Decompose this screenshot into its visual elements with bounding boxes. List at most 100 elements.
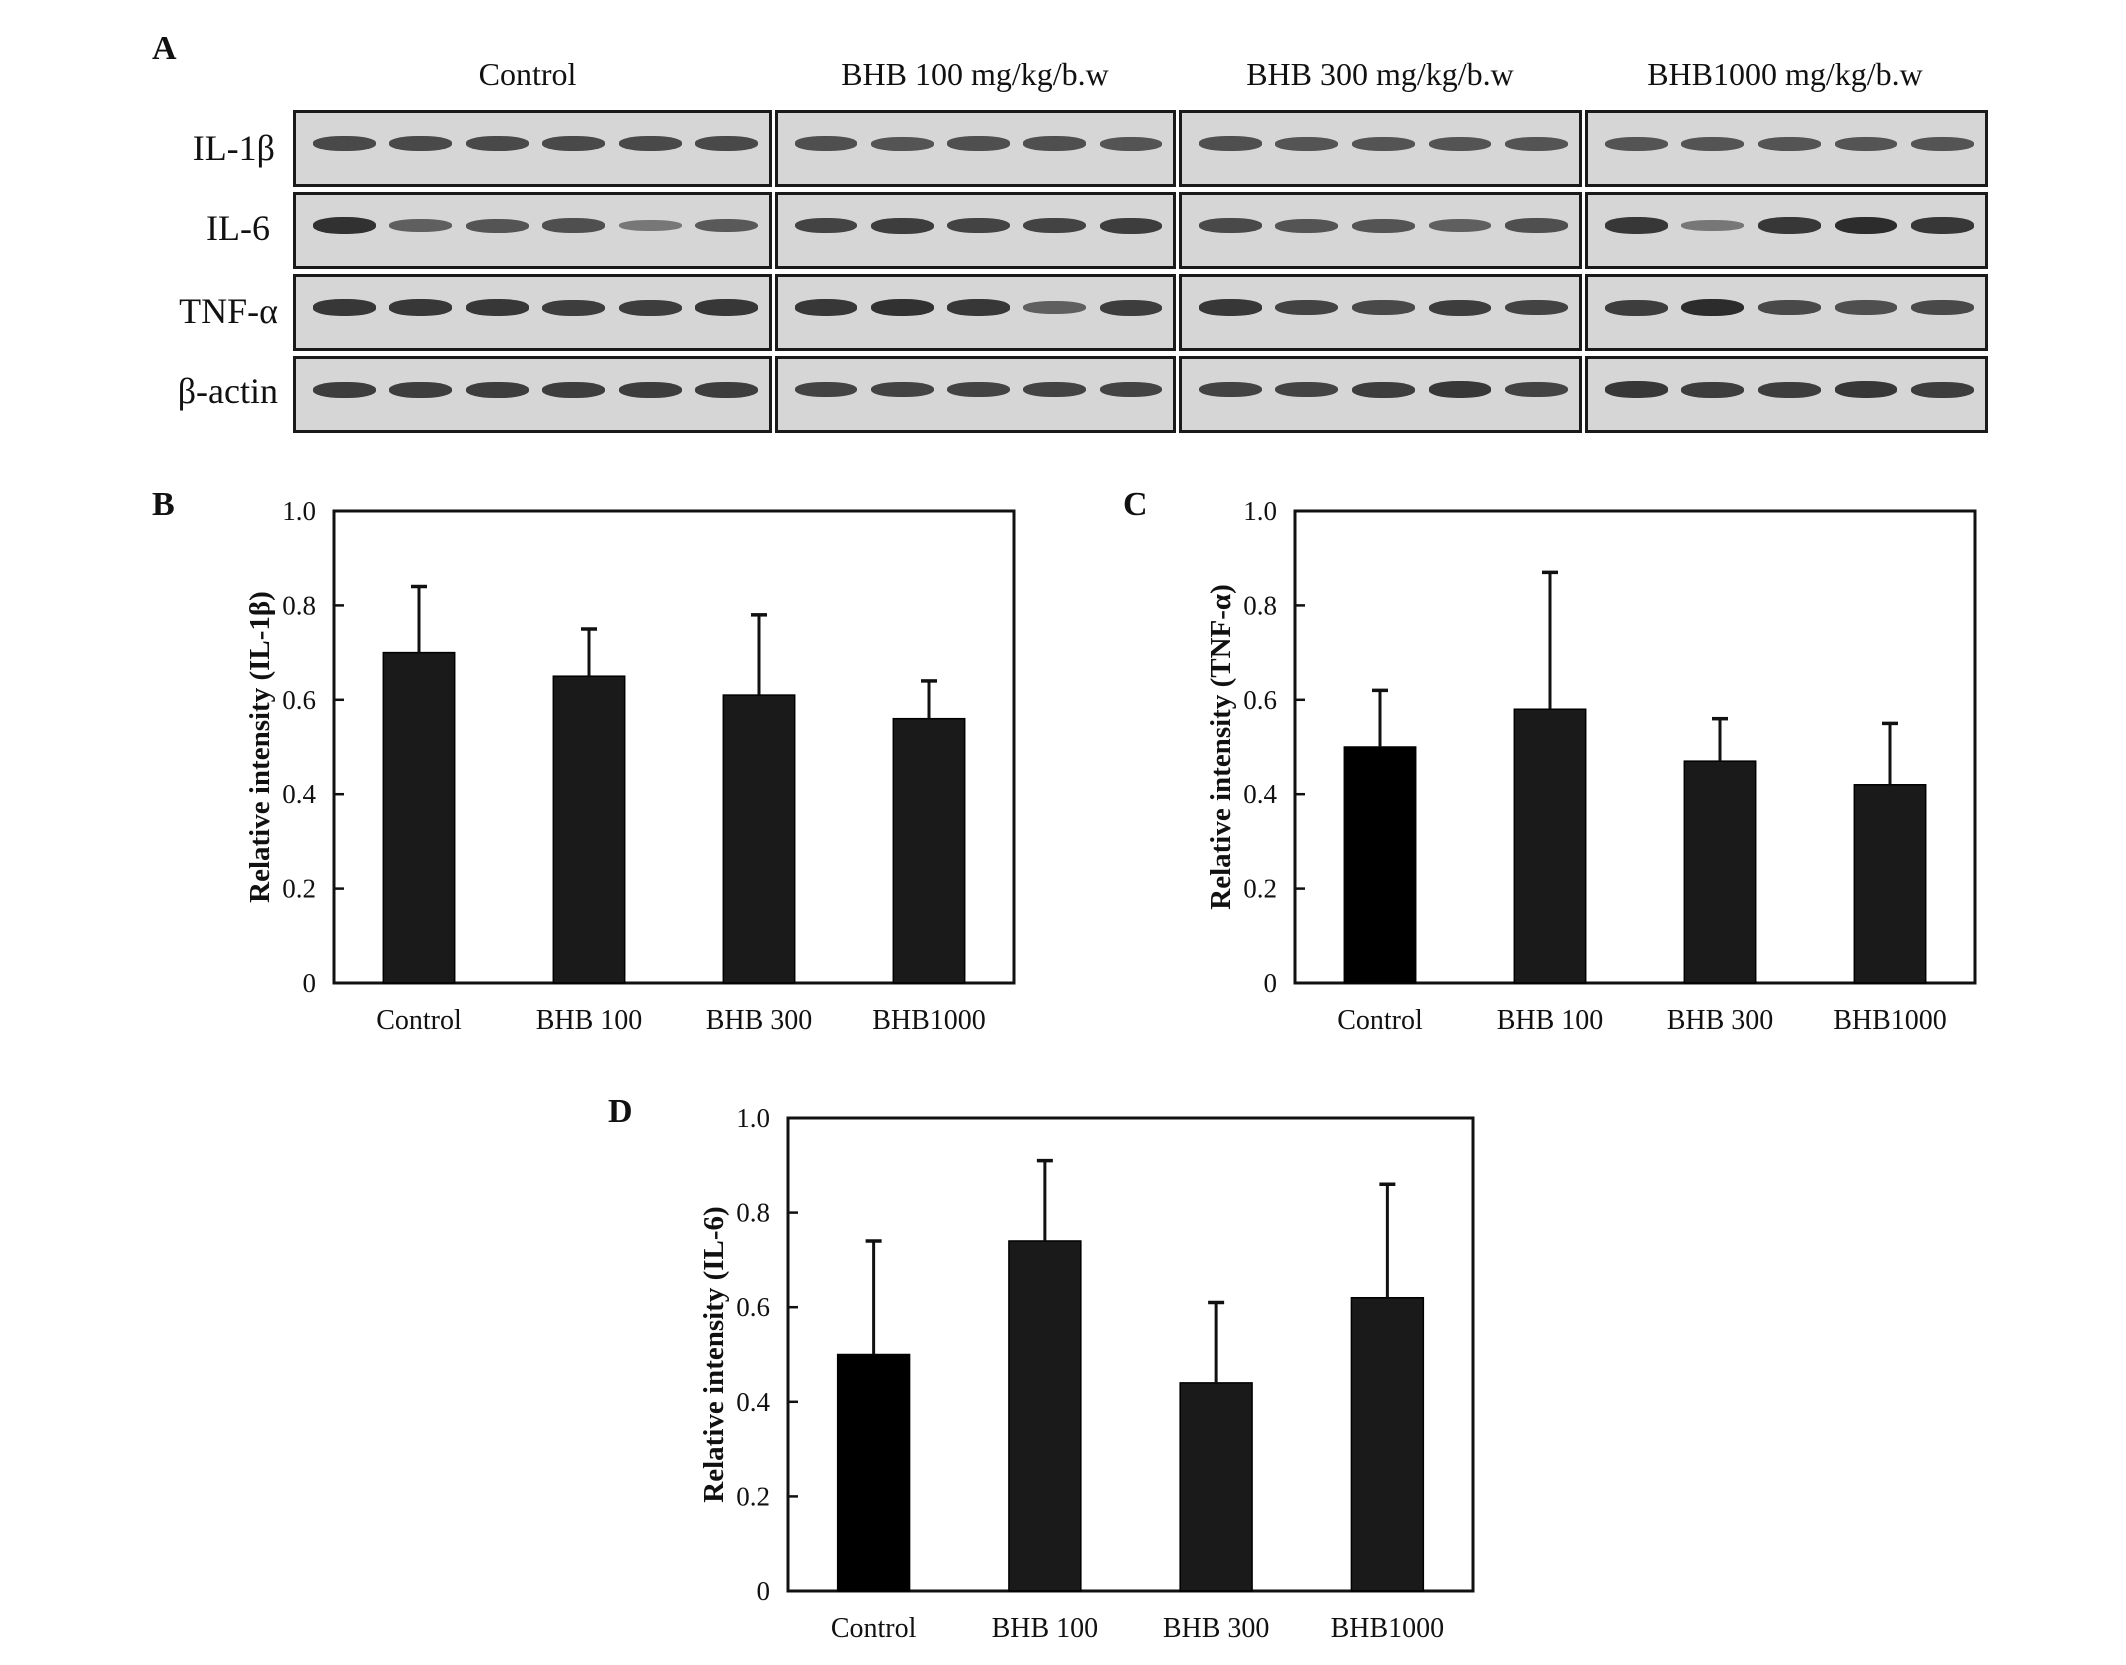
blot-band	[1198, 381, 1262, 398]
blot-band	[1099, 299, 1163, 316]
blot-band	[1275, 299, 1339, 316]
blot-row-label-tnfa: TNF-α	[179, 291, 278, 331]
blot-box	[775, 192, 1176, 269]
blot-box	[1585, 274, 1988, 351]
blot-band	[542, 299, 606, 316]
blot-band	[1428, 299, 1492, 316]
y-tick-label: 0.6	[1243, 685, 1277, 715]
panel-label-c: C	[1123, 486, 1148, 523]
panel-label-a: A	[152, 30, 177, 67]
blot-band	[1275, 136, 1339, 151]
y-tick-label: 1.0	[736, 1103, 770, 1133]
panel-label-b: B	[152, 486, 175, 523]
blot-band	[1023, 301, 1086, 314]
y-axis-label: Relative intensity (IL-6)	[698, 1206, 730, 1502]
blot-band	[542, 381, 606, 398]
blot-band	[312, 299, 376, 316]
blot-band	[1681, 381, 1745, 398]
blot-band	[389, 381, 453, 398]
x-tick-label: BHB1000	[1331, 1613, 1445, 1644]
x-tick-label: BHB1000	[1833, 1005, 1947, 1036]
blot-row-label-bactin: β-actin	[177, 371, 278, 411]
blot-band	[618, 136, 682, 151]
blot-band	[794, 299, 858, 316]
blot-band	[312, 217, 376, 234]
blot-box	[775, 110, 1176, 187]
y-axis-label: Relative intensity (IL-1β)	[244, 591, 276, 903]
blot-band	[1505, 381, 1569, 398]
blot-band	[1911, 136, 1975, 151]
blot-band	[1681, 136, 1745, 151]
blot-band	[542, 136, 606, 151]
blot-band	[1352, 381, 1415, 398]
y-tick-label: 0.2	[1243, 874, 1277, 904]
blot-band	[1352, 136, 1415, 151]
x-tick-label: BHB 100	[992, 1613, 1099, 1644]
y-tick-label: 0	[303, 968, 317, 998]
blot-band	[1198, 218, 1262, 233]
blot-group-title-bhb100: BHB 100 mg/kg/b.w	[841, 56, 1109, 92]
blot-band	[1023, 217, 1086, 234]
blot-band	[312, 381, 376, 398]
blot-band	[695, 299, 759, 316]
panel-label-d: D	[608, 1093, 633, 1130]
blot-band	[389, 219, 453, 232]
blot-band	[947, 299, 1010, 316]
blot-band	[1911, 217, 1975, 234]
plot-frame	[1293, 509, 1977, 985]
blot-band	[794, 136, 858, 151]
blot-band	[1604, 299, 1668, 316]
y-tick-label: 0.6	[736, 1292, 770, 1322]
x-tick-label: BHB1000	[872, 1005, 986, 1036]
blot-box	[1585, 192, 1988, 269]
blot-group-title-control: Control	[478, 56, 577, 92]
blot-box	[1179, 192, 1582, 269]
bar	[836, 1353, 911, 1592]
blot-band	[1758, 381, 1821, 398]
blot-box	[1179, 274, 1582, 351]
blot-band	[1428, 136, 1492, 151]
blot-band	[1505, 299, 1569, 316]
blot-band	[1352, 218, 1415, 233]
blot-group-title-bhb300: BHB 300 mg/kg/b.w	[1246, 56, 1514, 92]
y-tick-label: 0.8	[282, 590, 316, 620]
blot-band	[1834, 381, 1898, 398]
bar	[1179, 1382, 1253, 1592]
blot-band	[618, 381, 682, 398]
plot-frame	[786, 1116, 1475, 1593]
blot-band	[465, 136, 529, 151]
blot-box	[293, 192, 772, 269]
blot-band	[1604, 381, 1668, 398]
bar	[552, 675, 626, 984]
y-tick-label: 0.8	[1243, 590, 1277, 620]
y-tick-label: 1.0	[1243, 496, 1277, 526]
blot-box	[775, 356, 1176, 433]
y-tick-label: 0	[757, 1576, 771, 1606]
y-axis-label: Relative intensity (TNF-α)	[1205, 584, 1237, 909]
blot-band	[1834, 216, 1898, 235]
blot-band	[1352, 300, 1415, 315]
blot-box	[293, 274, 772, 351]
blot-band	[695, 136, 759, 151]
blot-box	[1179, 356, 1582, 433]
blot-band	[1911, 381, 1975, 398]
x-tick-label: BHB 100	[1497, 1005, 1604, 1036]
y-tick-label: 0.4	[1243, 779, 1277, 809]
blot-band	[1758, 300, 1821, 315]
blot-band	[794, 381, 858, 398]
blot-band	[1505, 218, 1569, 233]
bar	[1853, 784, 1927, 984]
x-tick-label: Control	[831, 1613, 917, 1644]
blot-band	[465, 381, 529, 398]
blot-group-title-bhb1000: BHB1000 mg/kg/b.w	[1647, 56, 1923, 92]
blot-band	[1911, 300, 1975, 315]
blot-box	[1179, 110, 1582, 187]
x-tick-label: Control	[376, 1005, 462, 1036]
blot-band	[794, 217, 858, 234]
blot-band	[1681, 298, 1745, 317]
blot-band	[465, 218, 529, 233]
x-tick-label: BHB 300	[1667, 1005, 1774, 1036]
y-tick-label: 0.8	[736, 1198, 770, 1228]
blot-box	[775, 274, 1176, 351]
bar	[1513, 708, 1587, 984]
